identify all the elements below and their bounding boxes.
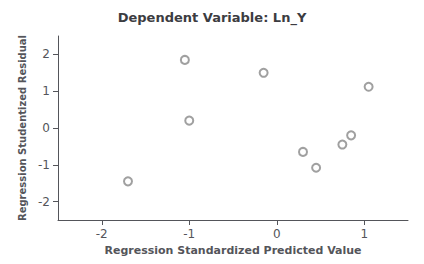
svg-text:1: 1 xyxy=(42,84,50,98)
svg-text:0: 0 xyxy=(273,227,281,241)
svg-text:-1: -1 xyxy=(38,158,50,172)
svg-text:-2: -2 xyxy=(96,227,108,241)
svg-text:Regression Studentized Residua: Regression Studentized Residual xyxy=(17,35,28,221)
svg-text:Regression Standardized Predic: Regression Standardized Predicted Value xyxy=(104,244,361,257)
svg-text:0: 0 xyxy=(42,121,50,135)
svg-text:-2: -2 xyxy=(38,195,50,209)
svg-text:1: 1 xyxy=(360,227,368,241)
svg-text:2: 2 xyxy=(42,47,50,61)
svg-text:-1: -1 xyxy=(183,227,195,241)
svg-text:Dependent Variable: Ln_Y: Dependent Variable: Ln_Y xyxy=(118,10,307,26)
